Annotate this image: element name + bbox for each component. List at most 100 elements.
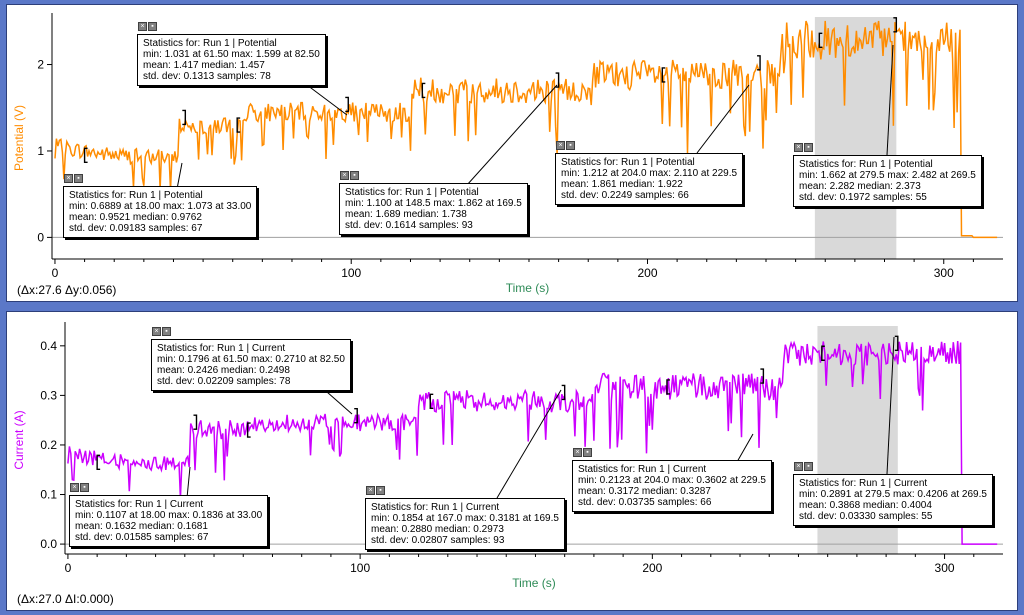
stats-mean: mean: 2.282 median: 2.373 bbox=[799, 181, 921, 192]
stats-box-current-2[interactable]: × ▪ Statistics for: Run 1 | Current min: … bbox=[151, 327, 351, 391]
stats-box-controls[interactable]: × ▪ bbox=[152, 327, 171, 337]
range-bracket[interactable] bbox=[429, 393, 434, 410]
x-tick-label: 200 bbox=[642, 561, 662, 575]
range-bracket[interactable] bbox=[83, 147, 88, 163]
stats-stddev: std. dev: 0.03330 samples: 55 bbox=[799, 511, 933, 522]
range-bracket[interactable] bbox=[757, 55, 761, 71]
x-tick-label: 100 bbox=[341, 266, 361, 280]
close-icon[interactable]: × bbox=[366, 486, 375, 495]
range-bracket[interactable] bbox=[236, 117, 241, 133]
range-bracket[interactable] bbox=[555, 72, 560, 88]
range-bracket[interactable] bbox=[818, 32, 823, 49]
stats-box-controls[interactable]: × ▪ bbox=[70, 483, 89, 493]
stats-minmax: min: 0.6889 at 18.00 max: 1.073 at 33.00 bbox=[69, 201, 252, 212]
y-tick-label: 0.2 bbox=[40, 438, 57, 452]
options-icon[interactable]: ▪ bbox=[376, 486, 385, 495]
stats-stddev: std. dev: 0.02209 samples: 78 bbox=[157, 376, 291, 387]
stats-mean: mean: 0.2880 median: 0.2973 bbox=[371, 524, 504, 535]
options-icon[interactable]: ▪ bbox=[566, 141, 575, 150]
stats-minmax: min: 0.2891 at 279.5 max: 0.4206 at 269.… bbox=[799, 489, 987, 500]
range-bracket[interactable] bbox=[894, 335, 899, 352]
stats-box-potential-2[interactable]: × ▪ Statistics for: Run 1 | Potential min… bbox=[137, 22, 326, 86]
options-icon[interactable]: ▪ bbox=[350, 171, 359, 180]
options-icon[interactable]: ▪ bbox=[148, 22, 157, 31]
x-tick-label: 200 bbox=[637, 266, 657, 280]
range-bracket[interactable] bbox=[421, 82, 426, 99]
stats-box-current-3[interactable]: × ▪ Statistics for: Run 1 | Current min: … bbox=[365, 486, 565, 550]
range-bracket[interactable] bbox=[893, 17, 898, 33]
stats-stddev: std. dev: 0.01585 samples: 67 bbox=[75, 532, 209, 543]
range-bracket[interactable] bbox=[561, 384, 566, 401]
y-axis-title: Potential (V) bbox=[12, 105, 26, 171]
stats-box-potential-4[interactable]: × ▪ Statistics for: Run 1 | Potential min… bbox=[555, 141, 744, 205]
y-tick-label: 2 bbox=[37, 58, 44, 72]
options-icon[interactable]: ▪ bbox=[162, 327, 171, 336]
range-bracket[interactable] bbox=[246, 422, 251, 438]
stats-mean: mean: 1.689 median: 1.738 bbox=[345, 209, 467, 220]
range-bracket[interactable] bbox=[661, 67, 666, 83]
x-tick-label: 0 bbox=[65, 561, 72, 575]
stats-box-controls[interactable]: × ▪ bbox=[794, 143, 813, 153]
options-icon[interactable]: ▪ bbox=[804, 143, 813, 152]
range-bracket[interactable] bbox=[666, 379, 670, 395]
stats-minmax: min: 0.2123 at 204.0 max: 0.3602 at 229.… bbox=[578, 475, 766, 486]
close-icon[interactable]: × bbox=[556, 141, 565, 150]
stats-stddev: std. dev: 0.2249 samples: 66 bbox=[561, 190, 689, 201]
range-bracket[interactable] bbox=[821, 345, 825, 361]
options-icon[interactable]: ▪ bbox=[804, 462, 813, 471]
y-tick-label: 0.1 bbox=[40, 488, 57, 502]
stats-leader-line bbox=[326, 391, 353, 415]
close-icon[interactable]: × bbox=[138, 22, 147, 31]
stats-box-controls[interactable]: × ▪ bbox=[138, 22, 157, 32]
x-tick-label: 0 bbox=[52, 266, 59, 280]
close-icon[interactable]: × bbox=[70, 483, 79, 492]
stats-heading: Statistics for: Run 1 | Current bbox=[371, 502, 500, 513]
range-bracket[interactable] bbox=[182, 109, 187, 126]
stats-leader-line bbox=[176, 162, 183, 190]
stats-heading: Statistics for: Run 1 | Potential bbox=[799, 159, 933, 170]
range-bracket[interactable] bbox=[760, 368, 765, 384]
stats-box-potential-3[interactable]: × ▪ Statistics for: Run 1 | Potential min… bbox=[339, 171, 528, 235]
stats-mean: mean: 0.3172 median: 0.3287 bbox=[578, 486, 711, 497]
potential-chart[interactable]: 0 100 200 300 0 1 2 Time (s) Potential (V) bbox=[7, 5, 1017, 301]
stats-box-current-5[interactable]: × ▪ Statistics for: Run 1 | Current min: … bbox=[793, 462, 993, 526]
selection-region[interactable] bbox=[814, 17, 897, 259]
stats-minmax: min: 0.1107 at 18.00 max: 0.1836 at 33.0… bbox=[75, 510, 263, 521]
close-icon[interactable]: × bbox=[340, 171, 349, 180]
stats-mean: mean: 0.1632 median: 0.1681 bbox=[75, 521, 208, 532]
close-icon[interactable]: × bbox=[573, 448, 582, 457]
stats-box-current-1[interactable]: × ▪ Statistics for: Run 1 | Current min: … bbox=[69, 483, 269, 547]
data-series-line bbox=[67, 340, 998, 545]
range-bracket[interactable] bbox=[354, 408, 358, 424]
options-icon[interactable]: ▪ bbox=[74, 174, 83, 183]
stats-heading: Statistics for: Run 1 | Potential bbox=[345, 187, 479, 198]
range-bracket[interactable] bbox=[345, 96, 349, 113]
stats-box-controls[interactable]: × ▪ bbox=[794, 462, 813, 472]
stats-box-current-4[interactable]: × ▪ Statistics for: Run 1 | Current min: … bbox=[572, 448, 772, 512]
close-icon[interactable]: × bbox=[152, 327, 161, 336]
close-icon[interactable]: × bbox=[64, 174, 73, 183]
stats-box-controls[interactable]: × ▪ bbox=[64, 174, 83, 184]
delta-readout: (Δx:27.6 Δy:0.056) bbox=[17, 283, 117, 297]
y-tick-label: 0.4 bbox=[40, 339, 57, 353]
x-axis-title: Time (s) bbox=[506, 281, 550, 295]
stats-box-controls[interactable]: × ▪ bbox=[573, 448, 592, 458]
close-icon[interactable]: × bbox=[794, 462, 803, 471]
stats-box-potential-5[interactable]: × ▪ Statistics for: Run 1 | Potential min… bbox=[793, 143, 982, 207]
stats-heading: Statistics for: Run 1 | Current bbox=[578, 464, 707, 475]
stats-minmax: min: 0.1796 at 61.50 max: 0.2710 at 82.5… bbox=[157, 354, 345, 365]
close-icon[interactable]: × bbox=[794, 143, 803, 152]
stats-mean: mean: 1.417 median: 1.457 bbox=[143, 60, 265, 71]
stats-box-controls[interactable]: × ▪ bbox=[340, 171, 359, 181]
stats-box-controls[interactable]: × ▪ bbox=[556, 141, 575, 151]
potential-graph-panel[interactable]: 0 100 200 300 0 1 2 Time (s) Potential (V) (Δx:2… bbox=[6, 4, 1018, 302]
options-icon[interactable]: ▪ bbox=[583, 448, 592, 457]
range-bracket[interactable] bbox=[96, 454, 101, 471]
stats-box-potential-1[interactable]: × ▪ Statistics for: Run 1 | Potential min… bbox=[63, 174, 258, 238]
range-bracket[interactable] bbox=[193, 414, 198, 430]
current-graph-panel[interactable]: 0 100 200 300 0.0 0.1 0.2 0.3 0.4 Time (s) Current… bbox=[6, 311, 1018, 611]
options-icon[interactable]: ▪ bbox=[80, 483, 89, 492]
x-tick-label: 300 bbox=[934, 266, 954, 280]
stats-stddev: std. dev: 0.1614 samples: 93 bbox=[345, 220, 473, 231]
stats-box-controls[interactable]: × ▪ bbox=[366, 486, 385, 496]
